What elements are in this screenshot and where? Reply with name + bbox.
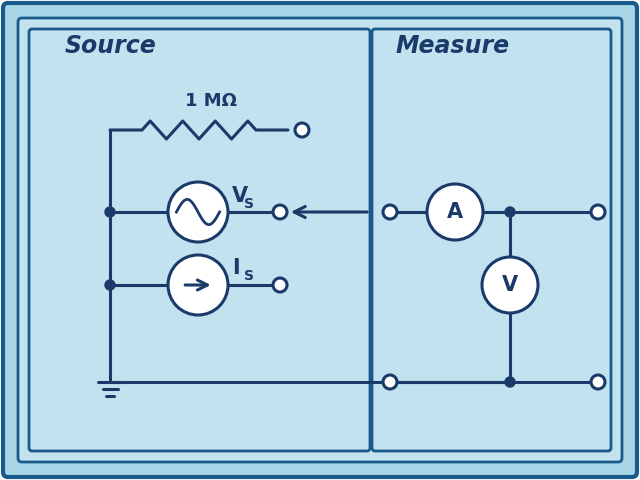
FancyBboxPatch shape [29, 29, 370, 451]
Circle shape [105, 207, 115, 217]
FancyBboxPatch shape [18, 18, 622, 462]
Circle shape [591, 205, 605, 219]
Text: I: I [232, 259, 239, 278]
Circle shape [427, 184, 483, 240]
Text: Measure: Measure [395, 34, 509, 58]
Circle shape [105, 280, 115, 290]
Text: A: A [447, 202, 463, 222]
Circle shape [168, 255, 228, 315]
Text: 1 MΩ: 1 MΩ [185, 92, 237, 110]
Circle shape [273, 205, 287, 219]
Circle shape [273, 278, 287, 292]
Text: V: V [232, 185, 248, 205]
Text: S: S [244, 196, 254, 211]
Circle shape [168, 182, 228, 242]
Circle shape [505, 207, 515, 217]
Circle shape [383, 375, 397, 389]
Text: V: V [502, 275, 518, 295]
Text: Source: Source [65, 34, 157, 58]
FancyBboxPatch shape [372, 29, 611, 451]
Circle shape [482, 257, 538, 313]
FancyBboxPatch shape [3, 3, 637, 477]
Circle shape [505, 377, 515, 387]
Text: S: S [244, 269, 254, 284]
Circle shape [591, 375, 605, 389]
Circle shape [295, 123, 309, 137]
Circle shape [383, 205, 397, 219]
